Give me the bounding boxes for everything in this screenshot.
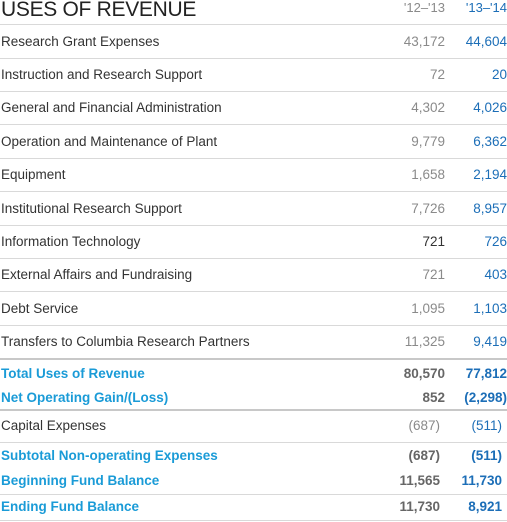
value-2012-2013: 9,779 — [411, 134, 445, 149]
row-label: General and Financial Administration — [1, 100, 222, 115]
row-label: Subtotal Non-operating Expenses — [1, 448, 218, 463]
row-label: External Affairs and Fundraising — [1, 267, 193, 282]
value-2012-2013: 1,095 — [411, 301, 445, 316]
value-2012-2013: 11,730 — [399, 499, 440, 514]
divider — [0, 409, 507, 411]
divider — [0, 24, 507, 25]
value-2013-2014: 20 — [491, 67, 507, 82]
row-label: Transfers to Columbia Research Partners — [1, 334, 250, 349]
value-2012-2013: 11,325 — [404, 334, 445, 349]
value-2013-2014: 726 — [484, 234, 507, 249]
value-2013-2014: 8,921 — [468, 499, 502, 514]
value-2013-2014: (511) — [471, 448, 502, 463]
value-2013-2014: 8,957 — [473, 201, 507, 216]
value-2012-2013: 80,570 — [403, 366, 445, 381]
divider — [0, 58, 507, 59]
divider — [0, 325, 507, 326]
row-label: Net Operating Gain/(Loss) — [1, 390, 169, 405]
divider — [0, 124, 507, 125]
divider — [0, 258, 507, 259]
row-label: Institutional Research Support — [1, 201, 182, 216]
divider — [0, 191, 507, 192]
value-2013-2014: 6,362 — [473, 134, 507, 149]
divider — [0, 158, 507, 159]
value-2013-2014: 2,194 — [473, 167, 507, 182]
divider — [0, 494, 507, 495]
value-2013-2014: 44,604 — [465, 34, 507, 49]
row-label: Beginning Fund Balance — [1, 473, 160, 488]
value-2012-2013: (687) — [408, 418, 440, 433]
value-2012-2013: 1,658 — [411, 167, 445, 182]
row-label: Ending Fund Balance — [1, 499, 140, 514]
value-2013-2014: 77,812 — [465, 366, 507, 381]
value-2012-2013: 43,172 — [403, 34, 445, 49]
value-2013-2014: 11,730 — [461, 473, 502, 488]
table-title: USES OF REVENUE — [1, 0, 197, 21]
divider — [0, 520, 507, 521]
divider — [0, 442, 507, 443]
divider — [0, 358, 507, 360]
value-2013-2014: 9,419 — [473, 334, 507, 349]
row-label: Research Grant Expenses — [1, 34, 160, 49]
row-label: Total Uses of Revenue — [1, 366, 145, 381]
value-2012-2013: 852 — [422, 390, 445, 405]
value-2013-2014: (511) — [471, 418, 502, 433]
column-header-2013-2014: '13–'14 — [465, 0, 507, 15]
row-label: Operation and Maintenance of Plant — [1, 134, 218, 149]
value-2012-2013: 4,302 — [411, 100, 445, 115]
row-label: Capital Expenses — [1, 418, 107, 433]
value-2013-2014: 1,103 — [473, 301, 507, 316]
divider — [0, 291, 507, 292]
row-label: Instruction and Research Support — [1, 67, 203, 82]
value-2012-2013: 721 — [422, 234, 445, 249]
value-2013-2014: 4,026 — [473, 100, 507, 115]
row-label: Debt Service — [1, 301, 79, 316]
value-2012-2013: 72 — [429, 67, 445, 82]
value-2012-2013: 721 — [422, 267, 445, 282]
value-2013-2014: 403 — [484, 267, 507, 282]
divider — [0, 225, 507, 226]
value-2012-2013: 11,565 — [399, 473, 440, 488]
value-2013-2014: (2,298) — [464, 390, 507, 405]
divider — [0, 91, 507, 92]
value-2012-2013: 7,726 — [411, 201, 445, 216]
row-label: Equipment — [1, 167, 66, 182]
value-2012-2013: (687) — [408, 448, 440, 463]
column-header-2012-2013: '12–'13 — [403, 0, 445, 15]
row-label: Information Technology — [1, 234, 141, 249]
